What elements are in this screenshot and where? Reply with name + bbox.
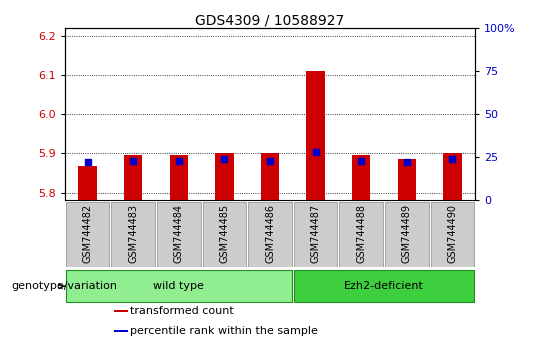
- Bar: [170, 155, 188, 200]
- Bar: [307, 70, 325, 200]
- Text: GSM744484: GSM744484: [174, 204, 184, 263]
- Text: wild type: wild type: [153, 281, 204, 291]
- FancyBboxPatch shape: [385, 202, 429, 267]
- Bar: [443, 153, 462, 200]
- FancyBboxPatch shape: [294, 270, 474, 302]
- FancyBboxPatch shape: [111, 202, 155, 267]
- FancyBboxPatch shape: [294, 202, 338, 267]
- Text: genotype/variation: genotype/variation: [11, 281, 117, 291]
- Text: GSM744482: GSM744482: [83, 204, 92, 263]
- Text: GSM744486: GSM744486: [265, 204, 275, 263]
- Text: Ezh2-deficient: Ezh2-deficient: [344, 281, 424, 291]
- Bar: [261, 153, 279, 200]
- Bar: [114, 309, 127, 312]
- Bar: [215, 153, 233, 200]
- Text: GSM744488: GSM744488: [356, 204, 366, 263]
- Text: GSM744490: GSM744490: [448, 204, 457, 263]
- Text: GSM744483: GSM744483: [128, 204, 138, 263]
- Text: GSM744485: GSM744485: [219, 204, 230, 263]
- Bar: [397, 159, 416, 200]
- FancyBboxPatch shape: [248, 202, 292, 267]
- FancyBboxPatch shape: [202, 202, 246, 267]
- FancyBboxPatch shape: [157, 202, 201, 267]
- Title: GDS4309 / 10588927: GDS4309 / 10588927: [195, 13, 345, 27]
- Text: percentile rank within the sample: percentile rank within the sample: [130, 326, 318, 336]
- Bar: [78, 166, 97, 200]
- FancyBboxPatch shape: [430, 202, 474, 267]
- Text: GSM744489: GSM744489: [402, 204, 412, 263]
- Text: transformed count: transformed count: [130, 306, 234, 316]
- Bar: [352, 155, 370, 200]
- Bar: [114, 330, 127, 332]
- FancyBboxPatch shape: [339, 202, 383, 267]
- Text: GSM744487: GSM744487: [310, 204, 321, 263]
- FancyBboxPatch shape: [66, 270, 292, 302]
- Bar: [124, 155, 143, 200]
- FancyBboxPatch shape: [66, 202, 110, 267]
